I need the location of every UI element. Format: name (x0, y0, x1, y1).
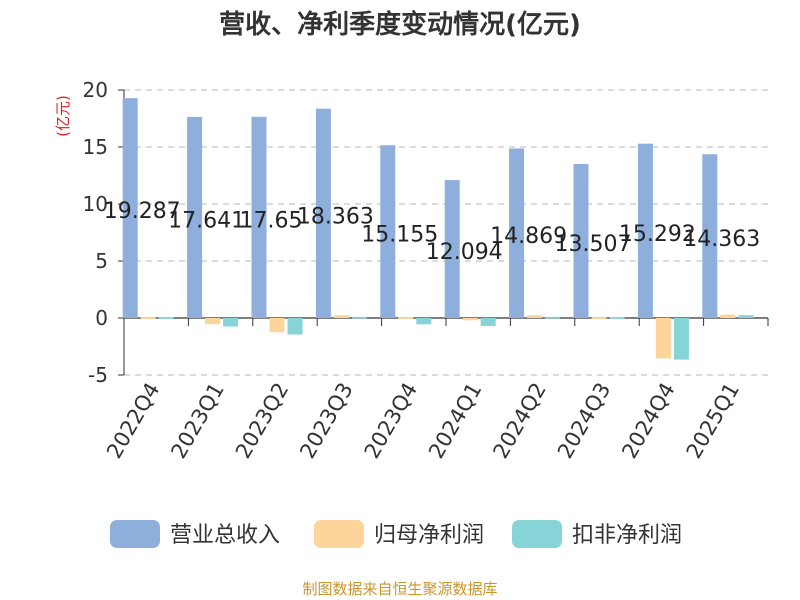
bar-deducted-profit (223, 318, 239, 327)
bar-deducted-profit (673, 318, 689, 360)
bar-deducted-profit (545, 316, 561, 319)
data-label: 12.094 (426, 240, 503, 265)
data-label: 15.155 (361, 223, 438, 248)
legend-label: 扣非净利润 (572, 523, 682, 548)
x-tick-label: 2024Q3 (553, 379, 615, 463)
x-tick-label: 2024Q1 (424, 379, 486, 463)
bar-net-profit (205, 318, 221, 325)
x-tick-label: 2022Q4 (102, 379, 164, 463)
x-tick-label: 2024Q2 (488, 379, 550, 463)
bar-revenue (187, 116, 203, 318)
bar-revenue (509, 148, 525, 318)
data-label: 14.869 (490, 224, 567, 249)
bar-revenue (702, 154, 718, 318)
bar-revenue (122, 98, 138, 318)
data-source: 制图数据来自恒生聚源数据库 (302, 580, 498, 598)
x-tick-label: 2023Q2 (231, 379, 293, 463)
bar-revenue (380, 145, 396, 318)
bar-revenue (315, 108, 331, 318)
data-label: 13.507 (555, 232, 632, 257)
bar-deducted-profit (416, 318, 432, 325)
y-tick-label: 0 (95, 306, 108, 330)
data-label: 17.65 (240, 208, 303, 233)
data-label: 18.363 (297, 204, 374, 229)
bar-net-profit (655, 318, 671, 359)
y-axis-title: (亿元) (54, 95, 72, 137)
bar-revenue (637, 143, 653, 318)
data-label: 14.363 (683, 227, 760, 252)
chart-title: 营收、净利季度变动情况(亿元) (219, 10, 581, 40)
bar-deducted-profit (738, 315, 754, 318)
legend-label: 归母净利润 (374, 523, 484, 548)
x-tick-label: 2023Q3 (295, 379, 357, 463)
x-tick-label: 2025Q1 (682, 379, 744, 463)
data-label: 17.641 (168, 208, 245, 233)
data-label: 15.292 (619, 222, 696, 247)
y-tick-label: 20 (83, 78, 108, 102)
y-tick-label: 5 (95, 249, 108, 273)
legend-swatch (314, 520, 364, 548)
bar-revenue (444, 180, 460, 318)
bar-net-profit (333, 315, 349, 318)
y-tick-label: 10 (83, 192, 108, 216)
bar-deducted-profit (351, 316, 367, 319)
x-tick-label: 2024Q4 (617, 379, 679, 463)
legend-swatch (110, 520, 160, 548)
bar-net-profit (269, 318, 285, 333)
y-tick-label: -5 (88, 363, 108, 387)
bar-net-profit (591, 317, 607, 319)
bar-deducted-profit (287, 318, 303, 335)
bar-deducted-profit (480, 318, 496, 326)
bar-net-profit (462, 318, 478, 321)
bar-net-profit (140, 317, 156, 319)
bar-net-profit (398, 317, 414, 319)
bar-net-profit (720, 314, 736, 318)
bar-deducted-profit (609, 317, 625, 319)
bar-revenue (251, 116, 267, 318)
x-tick-label: 2023Q4 (360, 379, 422, 463)
bar-deducted-profit (158, 317, 174, 319)
x-tick-label: 2023Q1 (166, 379, 228, 463)
legend-swatch (512, 520, 562, 548)
legend-label: 营业总收入 (170, 523, 280, 548)
data-label: 19.287 (104, 199, 181, 224)
bar-net-profit (527, 315, 543, 318)
y-tick-label: 15 (83, 135, 108, 159)
bar-revenue (573, 164, 589, 318)
